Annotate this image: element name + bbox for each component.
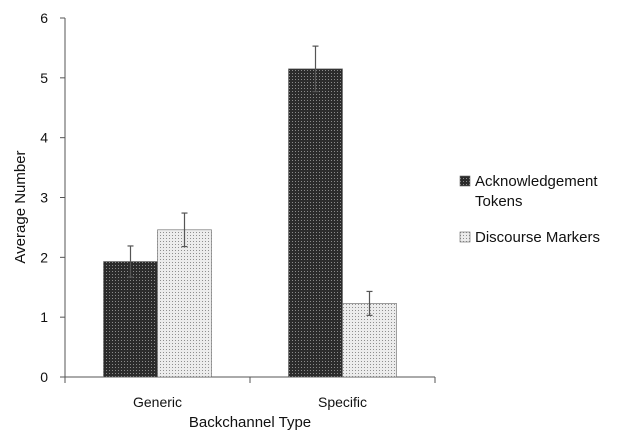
legend-label: Discourse Markers bbox=[475, 229, 600, 246]
bar-specific-acknowledgement-tokens bbox=[288, 68, 343, 378]
legend-label: Acknowledgement Tokens bbox=[475, 173, 598, 210]
legend-swatch bbox=[459, 175, 471, 187]
legend-swatch bbox=[459, 231, 471, 243]
bar-generic-acknowledgement-tokens bbox=[103, 261, 158, 378]
y-tick-label: 6 bbox=[40, 10, 48, 26]
x-axis-title: Backchannel Type bbox=[189, 414, 311, 431]
y-tick-label: 3 bbox=[40, 190, 48, 206]
y-tick-label: 5 bbox=[40, 70, 48, 86]
error-bars bbox=[127, 45, 373, 316]
x-tick-label: Generic bbox=[133, 394, 182, 410]
bars bbox=[103, 68, 397, 378]
y-tick-label: 0 bbox=[40, 369, 48, 385]
bar-generic-discourse-markers bbox=[157, 229, 212, 378]
x-axis: Generic Specific bbox=[64, 376, 436, 410]
y-tick-label: 2 bbox=[40, 249, 48, 265]
legend: Acknowledgement Tokens Discourse Markers bbox=[459, 173, 600, 246]
y-axis: 0 1 2 3 4 5 6 bbox=[40, 10, 66, 385]
x-tick-label: Specific bbox=[318, 394, 367, 410]
y-tick-label: 4 bbox=[40, 130, 48, 146]
y-tick-label: 1 bbox=[40, 309, 48, 325]
y-axis-title: Average Number bbox=[12, 150, 29, 263]
